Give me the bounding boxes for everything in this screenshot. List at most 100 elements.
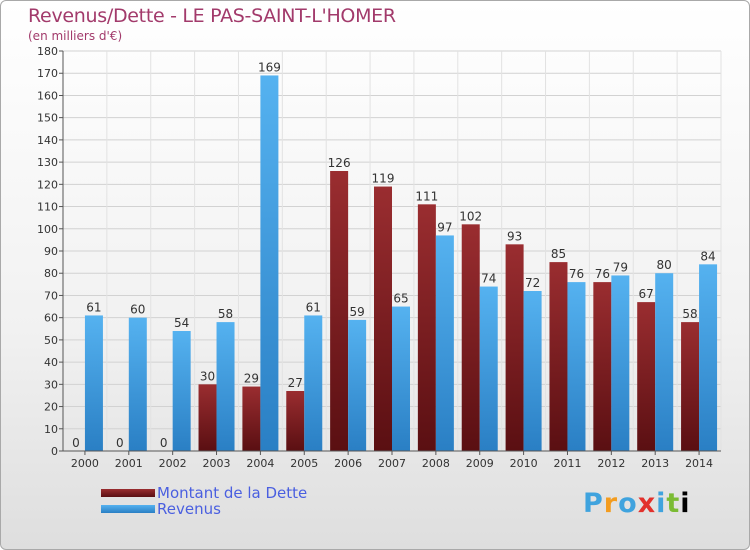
x-tick-label: 2008: [422, 457, 450, 470]
y-tick-label: 60: [44, 312, 58, 325]
data-label-revenus: 65: [393, 292, 408, 306]
x-tick-label: 2007: [378, 457, 406, 470]
x-tick-label: 2002: [159, 457, 187, 470]
logo-letter: i: [656, 488, 667, 519]
data-label-revenus: 61: [86, 300, 101, 314]
y-tick-label: 50: [44, 334, 58, 347]
x-tick-label: 2009: [466, 457, 494, 470]
legend-swatch-revenus: [101, 505, 155, 513]
bar-revenus: [435, 235, 454, 451]
x-tick-label: 2005: [290, 457, 318, 470]
bar-debt: [593, 282, 612, 451]
bar-revenus: [84, 315, 103, 451]
y-tick-label: 80: [44, 267, 58, 280]
data-label-debt: 29: [244, 372, 259, 386]
x-tick-label: 2013: [641, 457, 669, 470]
data-label-debt: 102: [459, 209, 482, 223]
logo-letter: x: [637, 488, 657, 519]
data-label-debt: 93: [507, 229, 522, 243]
data-label-debt: 0: [72, 436, 80, 450]
legend-item-revenus: Revenus: [101, 500, 307, 518]
x-tick-label: 2000: [71, 457, 99, 470]
data-label-debt: 30: [200, 369, 215, 383]
bar-debt: [198, 384, 217, 451]
y-tick-label: 30: [44, 378, 58, 391]
bar-revenus: [567, 282, 586, 451]
logo-letter: t: [666, 488, 681, 519]
data-label-debt: 119: [372, 172, 395, 186]
logo-letter: o: [618, 488, 638, 519]
data-label-revenus: 59: [349, 305, 364, 319]
x-tick-label: 2012: [597, 457, 625, 470]
x-tick-label: 2001: [115, 457, 143, 470]
bar-debt: [330, 171, 349, 451]
data-label-revenus: 58: [218, 307, 233, 321]
y-tick-label: 120: [37, 178, 58, 191]
x-tick-label: 2014: [685, 457, 713, 470]
data-label-debt: 85: [551, 247, 566, 261]
y-tick-label: 110: [37, 201, 58, 214]
data-label-revenus: 54: [174, 316, 189, 330]
legend-label-debt: Montant de la Dette: [157, 484, 308, 502]
y-tick-label: 150: [37, 112, 58, 125]
y-tick-label: 130: [37, 156, 58, 169]
data-label-revenus: 84: [700, 249, 715, 263]
data-label-debt: 0: [160, 436, 168, 450]
data-label-debt: 126: [328, 156, 351, 170]
x-tick-label: 2004: [246, 457, 274, 470]
data-label-revenus: 97: [437, 220, 452, 234]
bar-debt: [417, 204, 436, 451]
chart-subtitle: (en milliers d'€): [28, 29, 123, 43]
data-label-revenus: 74: [481, 272, 496, 286]
bar-debt: [505, 244, 524, 451]
data-label-revenus: 76: [569, 267, 584, 281]
y-tick-label: 160: [37, 89, 58, 102]
data-label-debt: 58: [682, 307, 697, 321]
data-label-revenus: 61: [306, 300, 321, 314]
bar-debt: [637, 302, 656, 451]
legend-item-debt: Montant de la Dette: [101, 484, 308, 502]
x-tick-label: 2006: [334, 457, 362, 470]
y-tick-label: 180: [37, 45, 58, 58]
y-tick-label: 170: [37, 67, 58, 80]
bar-revenus: [172, 331, 191, 451]
y-tick-label: 10: [44, 423, 58, 436]
bar-revenus: [611, 275, 630, 451]
legend-label-revenus: Revenus: [157, 500, 221, 518]
chart-legend: Montant de la Dette Revenus: [101, 484, 308, 518]
bar-revenus: [216, 322, 235, 451]
data-label-debt: 27: [288, 376, 303, 390]
bar-revenus: [699, 264, 718, 451]
bar-debt: [286, 391, 305, 451]
data-label-debt: 67: [639, 287, 654, 301]
logo-letter: P: [583, 488, 604, 519]
y-tick-label: 40: [44, 356, 58, 369]
chart-title: Revenus/Dette - LE PAS-SAINT-L'HOMER: [28, 5, 396, 27]
bar-revenus: [260, 75, 279, 451]
data-label-revenus: 79: [613, 260, 628, 274]
bar-revenus: [392, 306, 410, 451]
proxiti-logo: Proxiti: [583, 488, 691, 519]
y-tick-label: 20: [44, 401, 58, 414]
data-label-revenus: 80: [657, 258, 672, 272]
bar-revenus: [128, 317, 147, 451]
bar-debt: [461, 224, 480, 451]
x-tick-label: 2011: [553, 457, 581, 470]
bar-revenus: [479, 286, 498, 451]
bar-revenus: [348, 319, 367, 451]
bar-debt: [374, 186, 392, 452]
data-label-debt: 111: [415, 189, 438, 203]
data-label-revenus: 72: [525, 276, 540, 290]
bar-revenus: [523, 291, 542, 451]
x-tick-label: 2010: [510, 457, 538, 470]
data-label-revenus: 60: [130, 303, 145, 317]
bar-debt: [681, 322, 700, 451]
logo-letter: r: [603, 488, 619, 519]
data-label-debt: 76: [595, 267, 610, 281]
logo-letter: i: [680, 488, 691, 519]
x-tick-label: 2003: [203, 457, 231, 470]
bar-revenus: [304, 315, 323, 451]
y-tick-label: 70: [44, 289, 58, 302]
